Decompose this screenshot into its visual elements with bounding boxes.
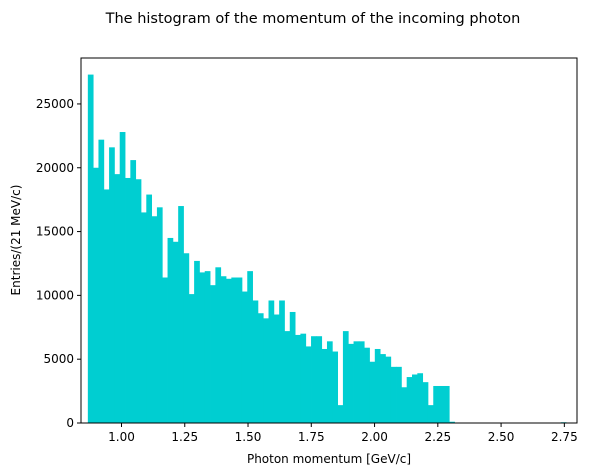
y-tick-label: 15000 — [36, 225, 74, 239]
histogram-bar — [380, 354, 386, 423]
histogram-bar — [326, 341, 333, 423]
histogram-bar — [284, 331, 291, 423]
histogram-bar — [390, 366, 397, 423]
histogram-bar — [204, 271, 211, 423]
histogram-bar — [247, 271, 253, 423]
histogram-bar — [199, 272, 206, 423]
histogram-bar — [342, 331, 349, 423]
histogram-bar — [273, 314, 280, 423]
histogram-bar — [252, 300, 259, 423]
x-tick-label: 1.50 — [235, 430, 262, 444]
histogram-bar — [257, 313, 264, 423]
histogram-bar — [156, 207, 163, 423]
histogram-bar — [316, 336, 323, 423]
histogram-bar — [98, 139, 105, 423]
y-tick-label: 5000 — [43, 352, 74, 366]
histogram-bar — [268, 300, 275, 423]
histogram-bar — [396, 366, 402, 423]
y-tick-label: 0 — [66, 416, 74, 430]
histogram-bar — [374, 348, 381, 423]
histogram-bar — [93, 167, 99, 423]
y-axis-label: Entries/(21 MeV/c) — [9, 185, 23, 296]
x-tick-label: 2.25 — [424, 430, 451, 444]
histogram-bar — [226, 278, 232, 423]
histogram-bar — [172, 241, 179, 423]
histogram-bar — [353, 341, 360, 423]
x-axis-label: Photon momentum [GeV/c] — [247, 452, 411, 466]
histogram-bar — [401, 387, 408, 423]
histogram-bar — [119, 132, 126, 423]
histogram-bar — [369, 361, 376, 423]
histogram-bar — [135, 179, 142, 423]
histogram-bar — [412, 374, 418, 423]
x-tick-label: 1.25 — [171, 430, 198, 444]
x-tick-label: 2.50 — [488, 430, 515, 444]
histogram-bar — [305, 346, 312, 423]
histogram-bar — [332, 351, 339, 423]
y-axis: 0 5000 10000 15000 20000 25000 — [36, 97, 81, 430]
histogram-bar — [289, 311, 296, 423]
histogram-bar — [358, 341, 365, 423]
histogram-bar — [295, 334, 301, 423]
x-tick-label: 2.00 — [361, 430, 388, 444]
histogram-bar — [449, 421, 455, 423]
x-tick-label: 1.00 — [108, 430, 135, 444]
histogram-bar — [210, 285, 216, 423]
histogram-bar — [417, 373, 424, 423]
histogram-bar — [422, 382, 429, 423]
histogram-bar — [406, 377, 413, 423]
histogram-bar — [364, 347, 370, 423]
histogram-bar — [188, 294, 195, 423]
histogram-bar — [215, 267, 222, 423]
bars-group — [87, 74, 567, 423]
histogram-bar — [183, 253, 190, 423]
histogram-bar — [151, 216, 158, 423]
histogram-bar — [311, 336, 317, 423]
histogram-bar — [194, 260, 200, 423]
histogram-bar — [263, 318, 269, 423]
y-tick-label: 20000 — [36, 161, 74, 175]
histogram-bar — [114, 174, 121, 423]
histogram-bar — [443, 385, 450, 423]
histogram-bar — [348, 343, 354, 423]
histogram-bar — [178, 206, 184, 423]
histogram-bar — [438, 385, 445, 423]
histogram-bar — [103, 189, 110, 423]
x-axis: 1.00 1.25 1.50 1.75 2.00 2.25 2.50 2.75 — [108, 423, 578, 444]
histogram-bar — [125, 177, 131, 423]
histogram-bar — [279, 300, 285, 423]
histogram-bar — [146, 194, 153, 423]
histogram-bar — [236, 277, 243, 423]
histogram-bar — [241, 291, 248, 423]
chart-title: The histogram of the momentum of the inc… — [105, 11, 521, 27]
histogram-bar — [433, 385, 439, 423]
histogram-bar — [337, 405, 344, 423]
histogram-bar — [231, 277, 238, 423]
histogram-bar — [385, 356, 392, 423]
x-tick-label: 2.75 — [551, 430, 578, 444]
histogram-bar — [300, 333, 307, 423]
histogram-bar — [162, 277, 168, 423]
histogram-bar — [321, 348, 328, 423]
histogram-bar — [130, 160, 137, 423]
y-tick-label: 25000 — [36, 97, 74, 111]
plot-frame — [80, 57, 578, 424]
x-tick-label: 1.75 — [298, 430, 325, 444]
histogram-bar — [167, 237, 174, 423]
histogram-bar — [427, 405, 434, 423]
histogram-bar — [109, 147, 115, 423]
histogram-bar — [87, 74, 94, 423]
y-tick-label: 10000 — [36, 288, 74, 302]
histogram-bar — [220, 276, 227, 423]
histogram-bar — [140, 212, 147, 423]
